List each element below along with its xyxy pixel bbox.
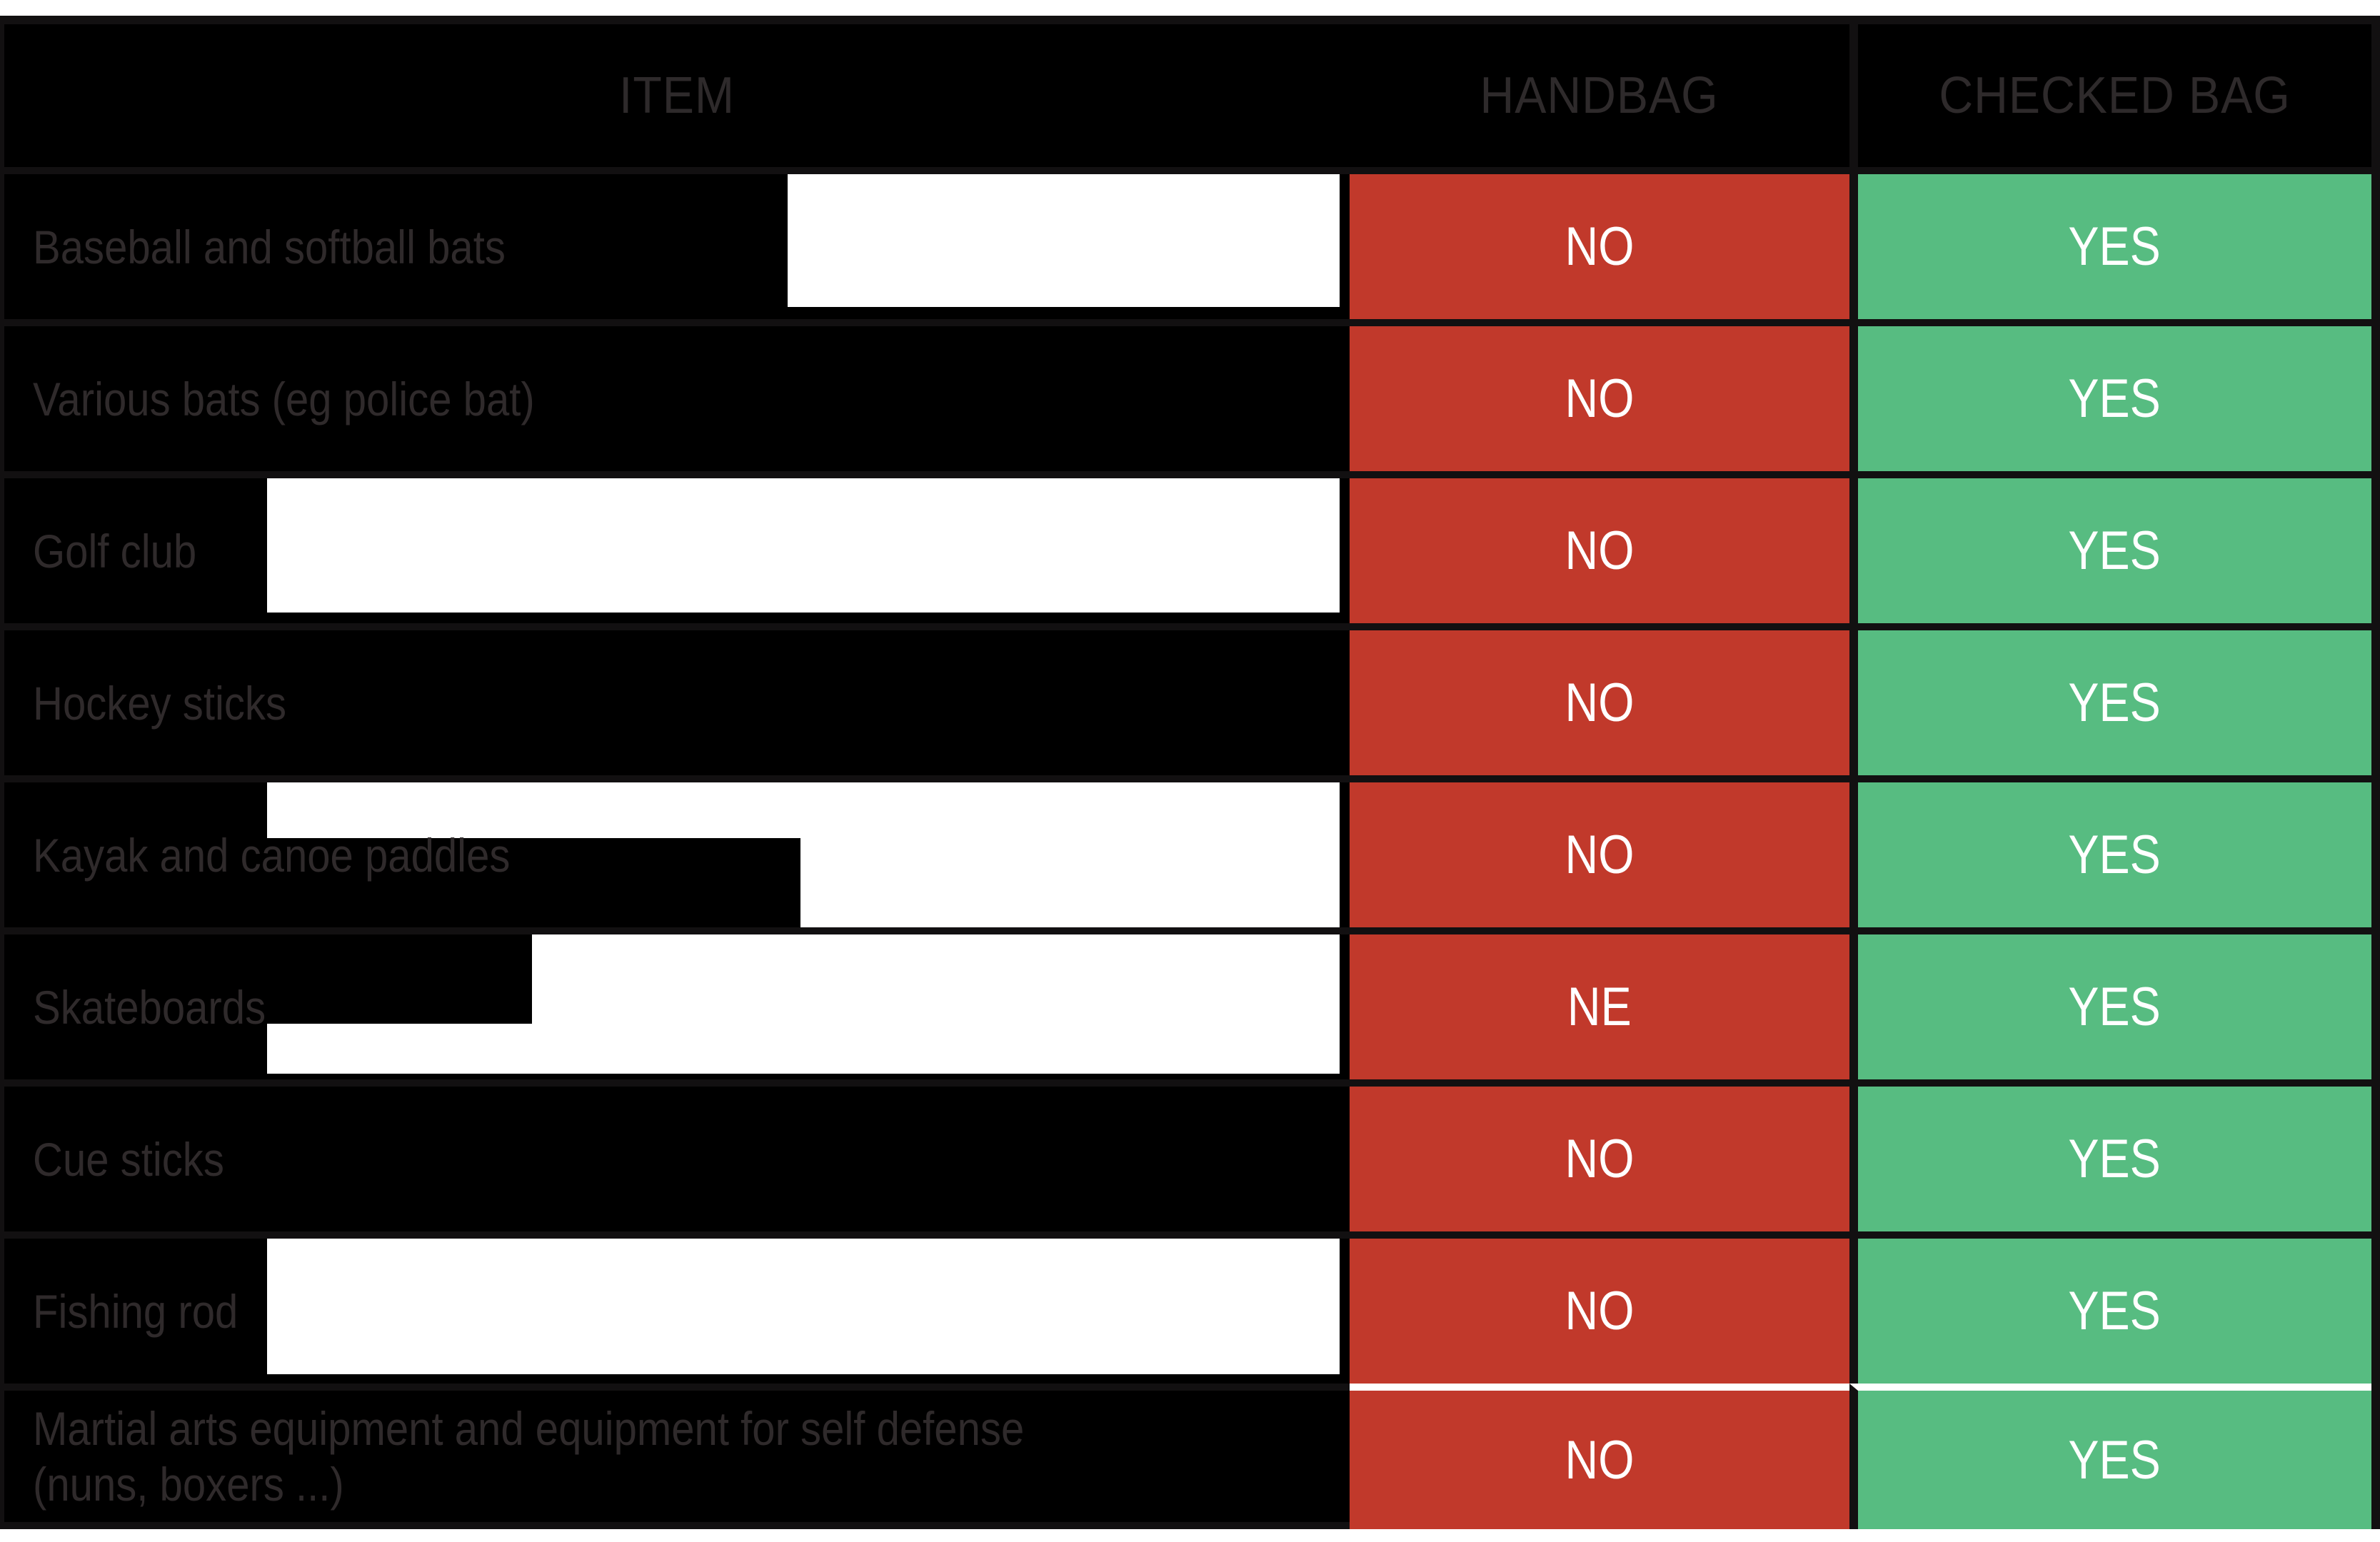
table-row: Kayak and canoe paddles NO YES (4, 775, 2371, 927)
checked-bag-value: YES (2068, 368, 2161, 429)
checked-bag-value: YES (2068, 977, 2161, 1037)
handbag-cell: NO (1350, 623, 1849, 775)
handbag-cell: NE (1350, 927, 1849, 1079)
table-row: Skateboards NE YES (4, 927, 2371, 1079)
checked-bag-cell: YES (1849, 319, 2371, 471)
item-cell: Various bats (eg police bat) (4, 319, 1350, 471)
checked-bag-value: YES (2068, 1281, 2161, 1341)
handbag-value: NO (1565, 216, 1635, 277)
handbag-value: NO (1565, 520, 1635, 581)
checked-bag-value: YES (2068, 1129, 2161, 1189)
table-header-row: ITEM HANDBAG CHECKED BAG (4, 24, 2371, 167)
item-cell: Cue sticks (4, 1079, 1350, 1231)
image-placeholder (267, 782, 1340, 838)
table-row: Various bats (eg police bat) NO YES (4, 319, 2371, 471)
handbag-value: NO (1565, 1429, 1635, 1491)
checked-bag-value: YES (2068, 1429, 2161, 1491)
item-label: Golf club (33, 524, 197, 578)
item-label: Cue sticks (33, 1132, 224, 1186)
image-placeholder (267, 478, 1340, 613)
checked-bag-value: YES (2068, 672, 2161, 733)
table-row: Cue sticks NO YES (4, 1079, 2371, 1231)
checked-bag-cell: YES (1849, 775, 2371, 927)
handbag-value: NO (1565, 368, 1635, 429)
column-header-item-label: ITEM (619, 67, 735, 124)
checked-bag-cell: YES (1849, 1384, 2371, 1529)
handbag-cell: NO (1350, 319, 1849, 471)
checked-bag-value: YES (2068, 216, 2161, 277)
item-label: Various bats (eg police bat) (33, 372, 535, 425)
item-cell: Kayak and canoe paddles (4, 775, 1350, 927)
checked-bag-cell: YES (1849, 623, 2371, 775)
image-placeholder (267, 1024, 1340, 1074)
item-cell: Baseball and softball bats (4, 167, 1350, 319)
item-label: Hockey sticks (33, 676, 287, 730)
handbag-cell: NO (1350, 167, 1849, 319)
item-label: Skateboards (33, 980, 266, 1034)
item-cell: Martial arts equipment and equipment for… (4, 1384, 1350, 1529)
handbag-cell: NO (1350, 1231, 1849, 1384)
column-header-checked-bag: CHECKED BAG (1849, 24, 2371, 167)
handbag-cell: NO (1350, 1079, 1849, 1231)
checked-bag-cell: YES (1849, 927, 2371, 1079)
handbag-value: NO (1565, 672, 1635, 733)
handbag-value: NO (1565, 1129, 1635, 1189)
handbag-value: NO (1565, 1281, 1635, 1341)
handbag-value: NE (1567, 977, 1632, 1037)
column-header-checked-bag-label: CHECKED BAG (1939, 67, 2291, 124)
checked-bag-cell: YES (1849, 1079, 2371, 1231)
handbag-cell: NO (1350, 775, 1849, 927)
item-label: Martial arts equipment and equipment for… (33, 1402, 1025, 1511)
item-cell: Golf club (4, 471, 1350, 623)
handbag-cell: NO (1350, 471, 1849, 623)
item-cell: Fishing rod (4, 1231, 1350, 1384)
table-body: Baseball and softball bats NO YES Variou… (4, 167, 2371, 1529)
item-label: Kayak and canoe paddles (33, 828, 511, 882)
item-cell: Skateboards (4, 927, 1350, 1079)
column-header-handbag: HANDBAG (1350, 24, 1849, 167)
checked-bag-cell: YES (1849, 471, 2371, 623)
handbag-cell: NO (1350, 1384, 1849, 1529)
image-placeholder (788, 174, 1340, 307)
checked-bag-value: YES (2068, 825, 2161, 885)
table-row: Baseball and softball bats NO YES (4, 167, 2371, 319)
handbag-value: NO (1565, 825, 1635, 885)
item-cell: Hockey sticks (4, 623, 1350, 775)
image-placeholder (800, 838, 1340, 927)
table-row: Golf club NO YES (4, 471, 2371, 623)
baggage-rules-table: ITEM HANDBAG CHECKED BAG Baseball and so… (0, 16, 2380, 1529)
image-placeholder (267, 1239, 1340, 1374)
checked-bag-value: YES (2068, 520, 2161, 581)
table-row: Martial arts equipment and equipment for… (4, 1384, 2371, 1529)
column-header-handbag-label: HANDBAG (1480, 67, 1719, 124)
column-header-item: ITEM (4, 24, 1350, 167)
checked-bag-cell: YES (1849, 1231, 2371, 1384)
checked-bag-cell: YES (1849, 167, 2371, 319)
item-label: Fishing rod (33, 1284, 238, 1338)
item-label: Baseball and softball bats (33, 220, 506, 273)
table-row: Hockey sticks NO YES (4, 623, 2371, 775)
image-placeholder (532, 934, 1340, 1024)
table-row: Fishing rod NO YES (4, 1231, 2371, 1384)
